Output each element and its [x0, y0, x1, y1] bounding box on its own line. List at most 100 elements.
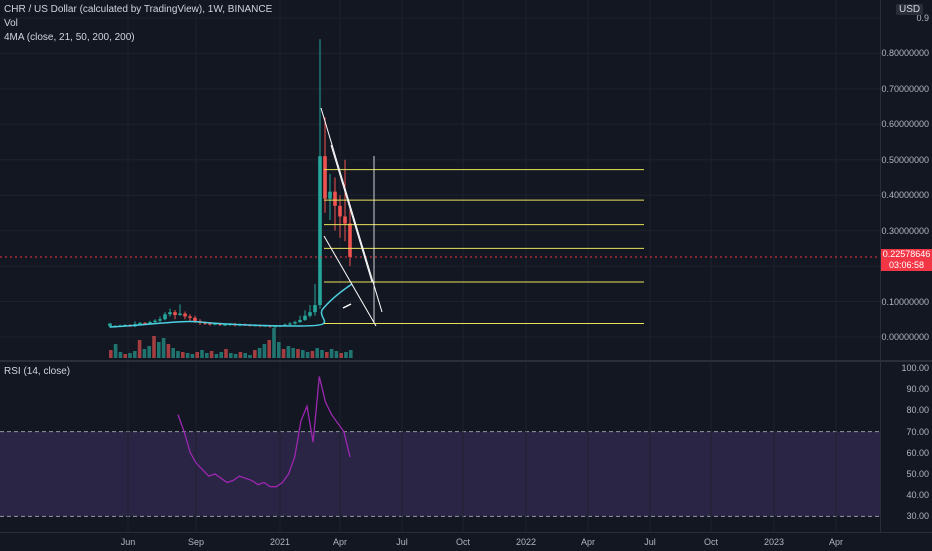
- rsi-tick-label: 30.00: [906, 511, 929, 522]
- time-axis[interactable]: Jun Sep 2021 Apr Jul Oct 2022 Apr Jul Oct 2023 Apr: [0, 532, 932, 551]
- rsi-tick-label: 90.00: [906, 384, 929, 395]
- moving-average-line: [109, 283, 353, 328]
- time-tick-label: Oct: [455, 537, 471, 547]
- price-tick-label: 0.80000000: [881, 48, 929, 59]
- candle-body: [208, 323, 212, 325]
- volume-bar: [291, 348, 295, 358]
- candle-body: [148, 322, 152, 324]
- time-tick-label: Jul: [396, 537, 408, 547]
- candle-body: [158, 319, 162, 321]
- volume-bar: [137, 340, 142, 358]
- volume-bar: [195, 352, 199, 358]
- main-chart-pane[interactable]: CHR / US Dollar (calculated by TradingVi…: [0, 0, 880, 360]
- candle-body: [288, 323, 292, 325]
- time-tick-label: 2023: [763, 537, 785, 547]
- volume-bar: [200, 350, 204, 358]
- countdown-badge: 03:06:58: [881, 260, 932, 271]
- volume-bar: [286, 346, 291, 358]
- ma-legend[interactable]: 4MA (close, 21, 50, 200, 200): [4, 32, 135, 43]
- price-tick-label: 0.50000000: [881, 154, 929, 165]
- volume-bar: [113, 344, 118, 358]
- rsi-chart[interactable]: [0, 362, 880, 532]
- rsi-tick-label: 40.00: [906, 490, 929, 501]
- candle-body: [188, 316, 192, 318]
- time-tick-label: Jun: [120, 537, 136, 547]
- candle-body: [293, 322, 297, 324]
- rsi-line: [177, 376, 351, 488]
- volume-bar: [133, 351, 137, 358]
- candle-body: [348, 223, 352, 257]
- rsi-axis[interactable]: 100.00 90.00 80.00 70.00 60.00 50.00 40.00 30.0…: [880, 362, 932, 532]
- price-tick-label: 0.60000000: [881, 119, 929, 130]
- time-tick-label: Sep: [187, 537, 205, 547]
- volume-bar: [238, 352, 243, 358]
- volume-bar: [109, 350, 113, 358]
- rsi-band: [0, 431, 880, 517]
- volume-bar: [344, 352, 348, 358]
- candle-body: [303, 315, 307, 320]
- volume-bar: [142, 349, 147, 358]
- volume-bar: [128, 353, 132, 358]
- time-tick-label: Jul: [644, 537, 656, 547]
- volume-bar: [281, 349, 286, 358]
- volume-bar: [349, 350, 353, 358]
- rsi-tick-label: 70.00: [906, 426, 929, 437]
- rsi-tick-label: 50.00: [906, 469, 929, 479]
- candle-body: [143, 322, 147, 324]
- candle-body: [183, 313, 187, 317]
- volume-bar: [325, 352, 329, 358]
- price-chart[interactable]: [0, 0, 880, 360]
- rsi-legend[interactable]: RSI (14, close): [4, 366, 71, 377]
- volume-bar: [147, 346, 151, 358]
- rsi-pane[interactable]: RSI (14, close): [0, 362, 880, 532]
- candle-body: [273, 326, 277, 328]
- volume-bar: [233, 354, 238, 358]
- currency-label[interactable]: USD: [896, 4, 924, 15]
- rsi-tick-label: 100.00: [901, 363, 929, 373]
- candle-body: [163, 314, 167, 320]
- candle-body: [173, 312, 177, 316]
- trendline-upper: [320, 107, 383, 313]
- volume-bar: [224, 349, 228, 358]
- volume-bar: [296, 349, 300, 358]
- volume-bar: [253, 350, 257, 358]
- volume-bar: [257, 348, 262, 358]
- candle-body: [168, 312, 172, 315]
- volume-bar: [205, 353, 209, 358]
- trendline-inner: [330, 144, 373, 283]
- volume-bar: [219, 352, 223, 358]
- volume-bar: [262, 344, 267, 358]
- candle-body: [308, 312, 312, 316]
- volume-bar: [157, 342, 161, 358]
- volume-bar: [310, 351, 315, 358]
- rsi-tick-label: 80.00: [906, 405, 929, 416]
- candle-body: [328, 191, 332, 199]
- volume-bar: [272, 328, 276, 358]
- volume-bar: [214, 354, 219, 358]
- candle-body: [283, 324, 287, 326]
- candle-body: [193, 317, 197, 322]
- volume-bar: [161, 338, 166, 358]
- volume-bar: [181, 352, 185, 358]
- price-axis[interactable]: 0.9 0.80000000 0.70000000 0.60000000 0.50000…: [880, 0, 932, 360]
- price-tick-label: 0.70000000: [881, 83, 929, 94]
- last-price-badge: 0.22578646: [881, 249, 932, 260]
- volume-bar: [166, 344, 171, 358]
- volume-bar: [176, 351, 180, 358]
- candle-body: [333, 191, 337, 206]
- volume-bar: [248, 355, 252, 358]
- price-tick-label: 0.9: [916, 12, 929, 23]
- trendline-lower: [323, 235, 377, 327]
- trendline-mark: [342, 303, 352, 309]
- time-tick-label: Oct: [703, 537, 719, 547]
- pane-separator[interactable]: [0, 360, 932, 362]
- volume-bar: [171, 348, 175, 358]
- time-tick-label: Apr: [580, 537, 596, 547]
- time-tick-label: 2021: [269, 537, 291, 547]
- candle-body: [178, 313, 182, 316]
- volume-legend[interactable]: Vol: [4, 18, 18, 29]
- symbol-legend[interactable]: CHR / US Dollar (calculated by TradingVi…: [4, 4, 273, 15]
- volume-bar: [118, 352, 123, 358]
- candle-body: [223, 324, 227, 326]
- volume-bar: [329, 349, 334, 358]
